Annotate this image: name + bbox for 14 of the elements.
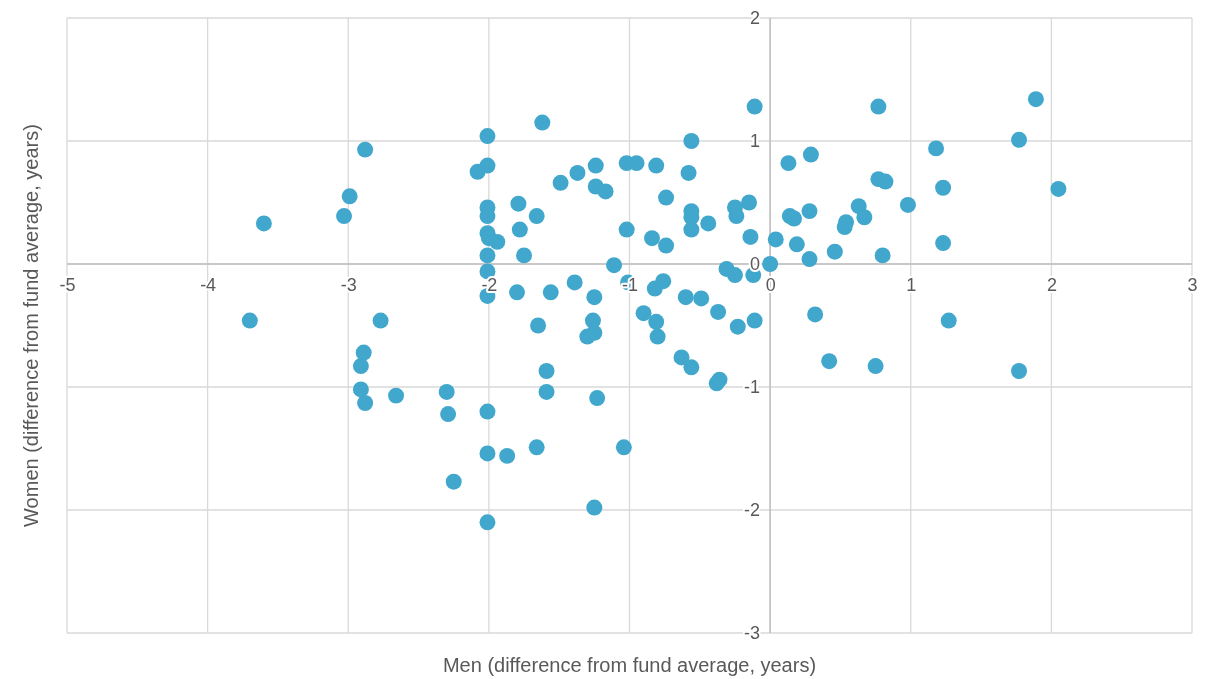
y-tick-label: -2 (744, 500, 761, 521)
x-tick-label: 1 (906, 274, 917, 295)
x-axis-title: Men (difference from fund average, years) (442, 654, 817, 676)
y-tick-label: 1 (750, 131, 761, 152)
x-tick-label: 2 (1046, 274, 1057, 295)
y-tick-label: 2 (750, 8, 761, 29)
y-tick-label: -3 (744, 623, 761, 644)
x-tick-label: 0 (765, 274, 776, 295)
x-tick-label: -4 (200, 274, 217, 295)
y-tick-label: -1 (744, 377, 761, 398)
y-axis-title: Women (difference from fund average, years) (20, 124, 42, 527)
x-tick-label: 3 (1187, 274, 1198, 295)
x-tick-label: -5 (59, 274, 76, 295)
x-tick-label: -3 (340, 274, 357, 295)
